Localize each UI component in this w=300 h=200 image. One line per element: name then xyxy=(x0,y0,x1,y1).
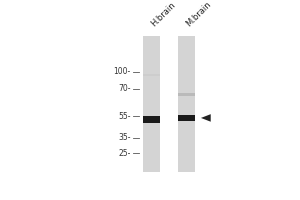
Bar xyxy=(178,93,195,96)
Text: M.brain: M.brain xyxy=(184,0,213,29)
Polygon shape xyxy=(201,114,211,122)
Text: 35-: 35- xyxy=(118,133,130,142)
Bar xyxy=(143,74,160,76)
Text: 25-: 25- xyxy=(118,149,130,158)
Text: H.brain: H.brain xyxy=(149,1,177,29)
Bar xyxy=(178,115,195,121)
Bar xyxy=(178,36,195,172)
Text: 70-: 70- xyxy=(118,84,130,93)
Text: 100-: 100- xyxy=(113,67,130,76)
Text: 55-: 55- xyxy=(118,112,130,121)
Bar xyxy=(143,36,160,172)
Bar xyxy=(143,116,160,123)
